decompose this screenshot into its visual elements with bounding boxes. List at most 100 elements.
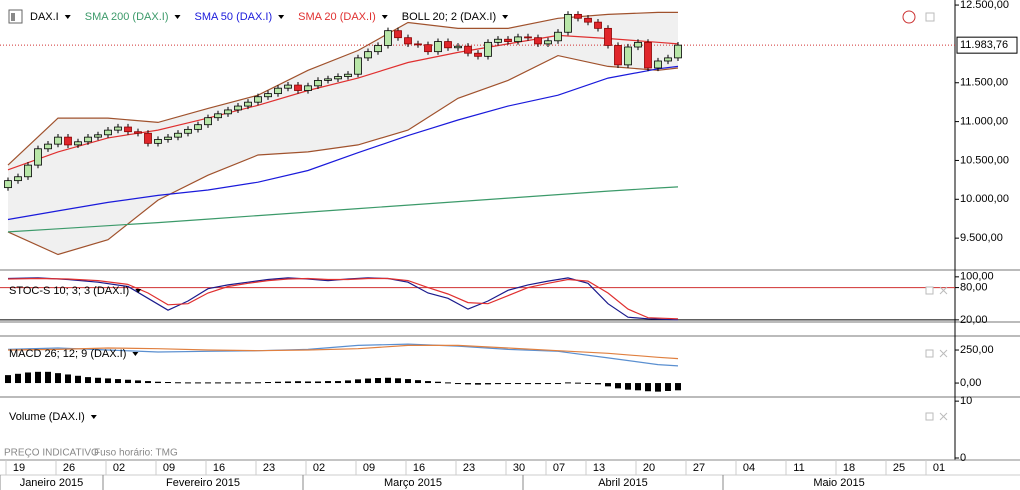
macd-histogram-bar — [405, 379, 411, 384]
bollinger-fill — [8, 12, 678, 255]
x-tick-label: 26 — [63, 462, 75, 474]
x-tick-label: 01 — [933, 462, 945, 474]
clock-icon[interactable] — [902, 10, 916, 24]
macd-histogram-bar — [635, 383, 641, 391]
macd-histogram-bar — [675, 383, 681, 391]
dropdown-arrow[interactable] — [64, 15, 71, 19]
candle-body — [644, 41, 652, 69]
candle-body — [144, 132, 152, 144]
macd-histogram-bar — [505, 383, 511, 385]
macd-histogram-bar — [365, 378, 371, 384]
legend-item[interactable]: BOLL 20; 2 (DAX.I) — [402, 11, 496, 23]
month-label: Fevereiro 2015 — [166, 477, 240, 489]
candle-body — [314, 80, 322, 87]
macd-histogram-bar — [375, 378, 381, 384]
candle-body — [94, 134, 102, 138]
y-tick-label: 10 — [960, 395, 972, 407]
macd-histogram-bar — [175, 382, 181, 384]
x-tick-label: 09 — [163, 462, 175, 474]
macd-histogram-bar — [575, 382, 581, 384]
last-price-label: 11.983,76 — [960, 39, 1008, 51]
candle-body — [184, 128, 192, 134]
dropdown-arrow[interactable] — [174, 15, 181, 19]
legend-item[interactable]: SMA 200 (DAX.I) — [85, 11, 169, 23]
y-tick-label: 12.500,00 — [960, 0, 1009, 11]
candle-body — [344, 73, 352, 77]
x-tick-label: 19 — [13, 462, 25, 474]
candle-body — [44, 143, 52, 150]
candle-body — [474, 52, 482, 57]
candle-body — [64, 136, 72, 146]
dropdown-arrow[interactable] — [381, 15, 388, 19]
candle-body — [504, 38, 512, 42]
panel-maximize[interactable] — [925, 349, 934, 358]
macd-histogram-bar — [545, 383, 551, 385]
candle-body — [214, 113, 222, 119]
window-icon[interactable] — [925, 12, 935, 22]
macd-histogram-bar — [535, 383, 541, 385]
dropdown-arrow[interactable] — [90, 415, 97, 419]
dropdown-arrow[interactable] — [135, 289, 142, 293]
candle-body — [124, 126, 132, 133]
dropdown-arrow[interactable] — [502, 15, 509, 19]
x-tick-label: 02 — [113, 462, 125, 474]
x-tick-label: 23 — [263, 462, 275, 474]
y-tick-label: 9.500,00 — [960, 232, 1003, 244]
last-price-tag — [956, 36, 1018, 54]
macd-histogram-bar — [285, 381, 291, 384]
macd-histogram-bar — [75, 375, 81, 384]
candle-body — [334, 76, 342, 80]
candle-body — [524, 36, 532, 39]
y-tick-label: 11.500,00 — [960, 77, 1008, 89]
legend-item[interactable]: SMA 20 (DAX.I) — [298, 11, 376, 23]
candle-body — [614, 45, 622, 66]
macd-histogram-bar — [45, 371, 51, 384]
macd-histogram-bar — [345, 380, 351, 384]
macd-histogram-bar — [135, 380, 141, 384]
y-tick-label: 10.000,00 — [960, 193, 1009, 205]
candle-body — [374, 45, 382, 53]
legend-item[interactable]: SMA 50 (DAX.I) — [195, 11, 273, 23]
macd-histogram-bar — [355, 379, 361, 384]
candle-body — [154, 139, 162, 144]
chart-icon[interactable] — [8, 9, 23, 24]
candle-body — [224, 109, 232, 115]
panel-title: MACD 26; 12; 9 (DAX.I) — [9, 348, 126, 360]
candle-body — [244, 101, 252, 107]
panel-maximize[interactable] — [925, 286, 934, 295]
y-tick-label: 10.500,00 — [960, 154, 1009, 166]
panel-close[interactable] — [939, 349, 948, 358]
candle-body — [114, 126, 122, 131]
macd-histogram-bar — [295, 381, 301, 384]
candle-body — [194, 124, 202, 130]
macd-histogram-bar — [525, 383, 531, 385]
macd-histogram-bar — [335, 381, 341, 384]
panel-close[interactable] — [939, 412, 948, 421]
candle-body — [404, 37, 412, 45]
macd-histogram-bar — [495, 383, 501, 385]
month-label: Abril 2015 — [598, 477, 648, 489]
candle-body — [584, 17, 592, 23]
macd-histogram-bar — [445, 382, 451, 384]
y-tick-label: 100,00 — [960, 271, 994, 283]
candle-body — [164, 136, 172, 140]
panel-close[interactable] — [939, 286, 948, 295]
macd-histogram-bar — [645, 383, 651, 392]
macd-histogram-bar — [465, 383, 471, 385]
y-tick-label: 0 — [960, 452, 966, 464]
macd-histogram-bar — [255, 382, 261, 384]
macd-histogram-bar — [215, 382, 221, 384]
panel-maximize[interactable] — [925, 412, 934, 421]
candle-body — [294, 84, 302, 91]
sma-line — [7, 34, 679, 171]
dropdown-arrow[interactable] — [132, 352, 139, 356]
candle-body — [554, 31, 562, 42]
legend-item[interactable]: DAX.I — [30, 11, 59, 23]
x-tick-label: 07 — [553, 462, 565, 474]
dropdown-arrow[interactable] — [278, 15, 285, 19]
macd-histogram-bar — [55, 373, 61, 384]
macd-histogram-bar — [125, 379, 131, 384]
x-tick-label: 30 — [513, 462, 525, 474]
candle-body — [174, 132, 182, 138]
y-tick-label: 0,00 — [960, 377, 981, 389]
